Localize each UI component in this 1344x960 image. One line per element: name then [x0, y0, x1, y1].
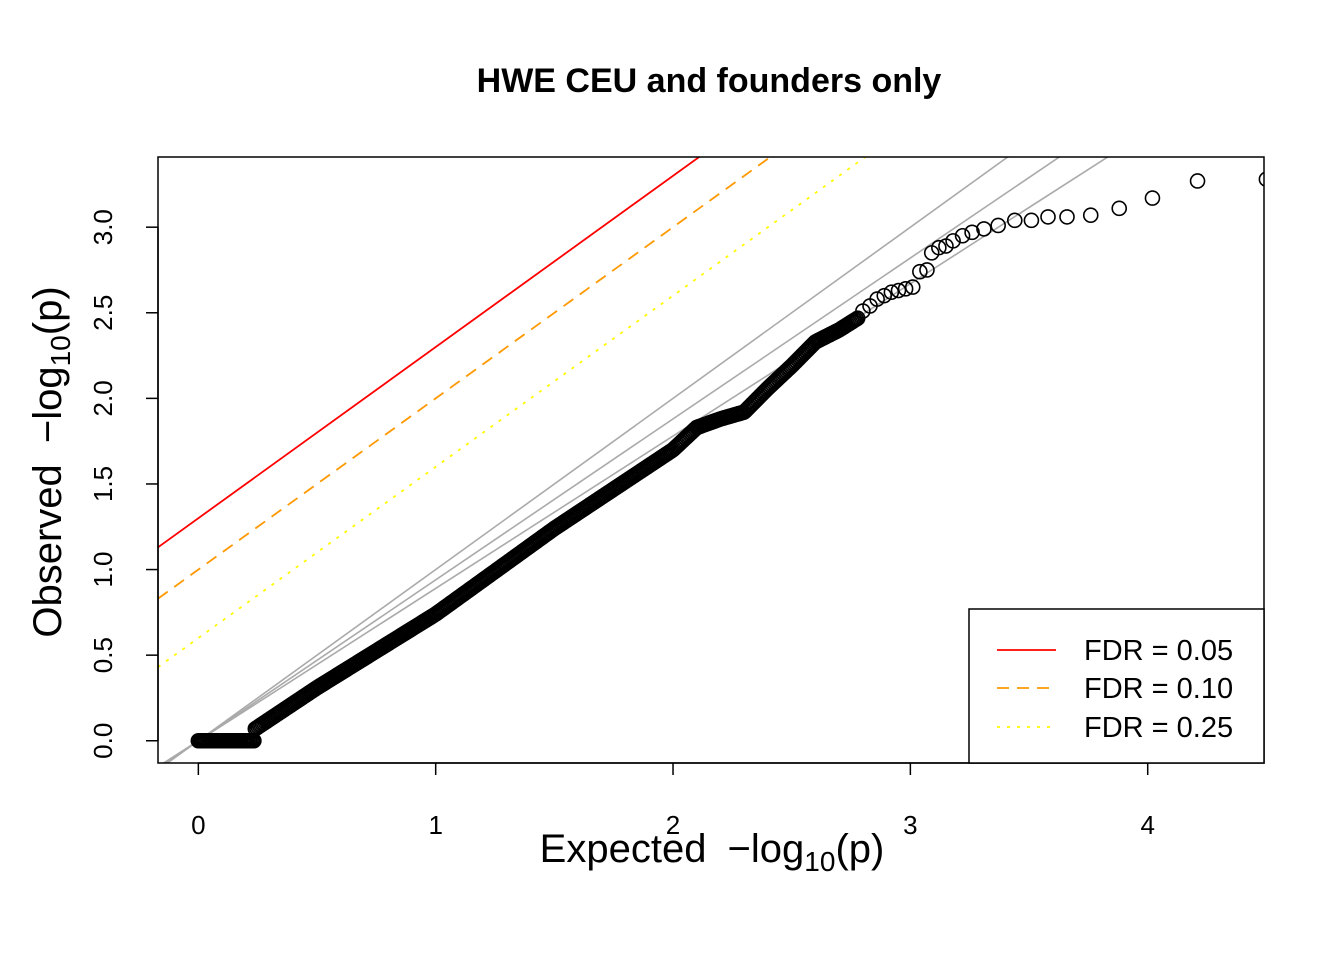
data-point: [1023, 212, 1040, 229]
data-point: [945, 233, 961, 249]
data-point: [1006, 212, 1023, 229]
data-point: [1082, 207, 1099, 224]
data-point: [869, 291, 885, 307]
y-axis-label: Observed −log10(p): [26, 286, 76, 637]
y-tick-label: 1.0: [88, 551, 118, 587]
y-tick-label: 1.5: [88, 466, 118, 502]
x-tick-label: 4: [1140, 810, 1154, 840]
data-point: [931, 239, 947, 256]
data-point: [890, 282, 907, 299]
x-tick-label: 1: [428, 810, 442, 840]
y-axis: 0.0 0.5 1.0 1.5 2.0 2.5 3.0: [88, 209, 159, 759]
data-points: [190, 171, 1264, 749]
fdr-line-1: [158, 157, 701, 549]
data-point: [954, 227, 971, 244]
fdr-line-2: [158, 157, 772, 600]
chart-title: HWE CEU and founders only: [477, 62, 942, 100]
data-point: [1189, 173, 1206, 189]
y-tick-label: 2.0: [88, 380, 118, 416]
data-point: [883, 284, 900, 301]
x-tick-label: 2: [666, 810, 680, 840]
data-point: [1111, 200, 1128, 217]
data-point: [919, 262, 935, 278]
reference-lines: [158, 157, 1110, 763]
y-tick-label: 0.0: [88, 723, 118, 759]
data-point: [964, 224, 980, 241]
legend: FDR = 0.05 FDR = 0.10 FDR = 0.25: [968, 608, 1265, 764]
y-tick-label: 2.5: [88, 295, 118, 331]
data-point: [1040, 209, 1056, 225]
x-tick-label: 3: [903, 810, 917, 840]
x-tick-label: 0: [191, 810, 205, 840]
data-point: [876, 287, 893, 304]
x-axis-label: Expected −log10(p): [540, 827, 885, 877]
data-point: [976, 221, 992, 237]
data-point: [1059, 209, 1075, 225]
data-point: [1258, 171, 1264, 187]
legend-label: FDR = 0.10: [1084, 673, 1233, 705]
legend-label: FDR = 0.05: [1084, 635, 1233, 667]
data-point: [904, 279, 921, 295]
x-axis: 0 1 2 3 4: [191, 762, 1155, 840]
legend-box: [968, 608, 1265, 764]
y-tick-label: 3.0: [88, 209, 118, 245]
fdr-line-3: [158, 157, 867, 668]
data-point: [897, 281, 914, 297]
null-line-2: [164, 157, 1061, 763]
data-point: [990, 217, 1006, 234]
data-point: [1144, 190, 1161, 206]
null-line-3: [162, 157, 1110, 763]
data-point: [912, 263, 928, 280]
y-tick-label: 0.5: [88, 637, 118, 673]
legend-label: FDR = 0.25: [1084, 712, 1233, 744]
null-line-1: [166, 157, 1010, 763]
